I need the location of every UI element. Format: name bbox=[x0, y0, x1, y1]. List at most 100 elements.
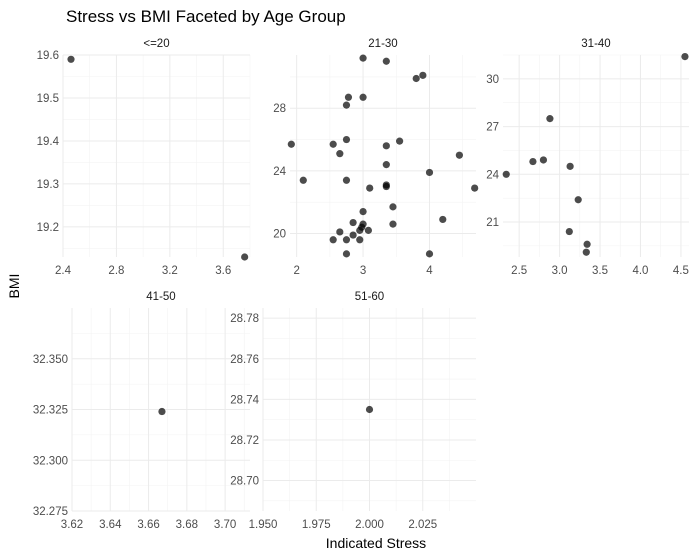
y-tick-label: 19.3 bbox=[37, 179, 59, 191]
x-tick-label: 3.6 bbox=[215, 265, 231, 277]
x-tick-label: 3 bbox=[360, 265, 366, 277]
facet-strip-label: 21-30 bbox=[368, 38, 397, 50]
data-point bbox=[565, 227, 573, 236]
x-tick-label: 3.70 bbox=[214, 519, 236, 531]
x-tick-label: 4.5 bbox=[673, 265, 689, 277]
data-point bbox=[502, 170, 510, 178]
data-point bbox=[382, 161, 390, 169]
x-tick-label: 3.0 bbox=[552, 265, 568, 277]
data-point bbox=[566, 162, 574, 170]
facet-panel: 2.4 2.8 3.2 3.6 19.2 19.3 19.4 19.5 19.6 <=20 bbox=[37, 38, 251, 277]
y-tick-label: 24 bbox=[273, 166, 286, 178]
y-tick-label: 32.300 bbox=[33, 455, 68, 467]
data-point bbox=[344, 93, 353, 101]
data-point bbox=[349, 218, 357, 227]
data-point bbox=[356, 236, 364, 244]
x-tick-label: 3.66 bbox=[137, 519, 159, 531]
x-tick-label: 2.8 bbox=[108, 265, 124, 277]
data-point bbox=[342, 250, 351, 258]
data-point bbox=[546, 115, 554, 123]
y-tick-label: 28.76 bbox=[230, 354, 259, 366]
data-point bbox=[241, 253, 249, 261]
facet-strip-label: 31-40 bbox=[581, 38, 610, 50]
y-tick-label: 19.6 bbox=[37, 50, 59, 62]
y-tick-label: 30 bbox=[486, 74, 499, 86]
data-point bbox=[412, 74, 420, 83]
data-point bbox=[329, 236, 337, 244]
data-point bbox=[425, 250, 434, 258]
data-point bbox=[342, 176, 351, 184]
data-point bbox=[419, 71, 427, 79]
x-tick-label: 3.64 bbox=[99, 519, 122, 531]
x-tick-label: 4 bbox=[426, 265, 433, 277]
x-tick-label: 4.0 bbox=[632, 265, 648, 277]
x-tick-label: 3.68 bbox=[176, 519, 198, 531]
y-tick-label: 19.4 bbox=[37, 136, 60, 148]
data-point bbox=[158, 407, 166, 416]
data-point bbox=[336, 150, 344, 158]
y-tick-label: 28.74 bbox=[230, 394, 259, 406]
data-point bbox=[359, 54, 367, 62]
x-tick-label: 2 bbox=[293, 265, 299, 277]
facet-panel: 3.62 3.64 3.66 3.68 3.70 32.275 32.300 32.325 32… bbox=[33, 291, 250, 531]
y-tick-label: 28.78 bbox=[230, 313, 259, 325]
data-point bbox=[471, 184, 479, 192]
chart-title: Stress vs BMI Faceted by Age Group bbox=[66, 7, 346, 26]
y-tick-label: 19.5 bbox=[37, 93, 59, 105]
data-point bbox=[396, 137, 404, 145]
data-point bbox=[329, 140, 337, 148]
data-point bbox=[382, 181, 390, 189]
y-tick-label: 24 bbox=[486, 169, 499, 181]
data-point bbox=[366, 184, 374, 192]
data-point bbox=[425, 168, 434, 177]
data-point bbox=[359, 93, 367, 101]
y-tick-label: 27 bbox=[486, 122, 499, 134]
y-tick-label: 32.350 bbox=[33, 354, 68, 366]
y-tick-label: 20 bbox=[273, 229, 286, 241]
facets: 2.4 2.8 3.2 3.619.219.319.419.519.6<=202 3 42… bbox=[33, 38, 689, 531]
data-point bbox=[342, 236, 351, 244]
data-point bbox=[365, 405, 374, 414]
y-tick-label: 32.325 bbox=[33, 405, 68, 417]
data-point bbox=[539, 156, 548, 164]
y-tick-label: 21 bbox=[486, 217, 499, 229]
x-tick-label: 1.950 bbox=[249, 519, 278, 531]
data-point bbox=[583, 240, 591, 248]
data-point bbox=[359, 207, 367, 216]
data-point bbox=[439, 215, 447, 224]
data-point bbox=[382, 57, 390, 65]
x-tick-label: 2.025 bbox=[408, 519, 437, 531]
y-tick-label: 28 bbox=[273, 103, 286, 115]
data-point bbox=[364, 226, 372, 234]
x-tick-label: 2.5 bbox=[511, 265, 527, 277]
data-point bbox=[389, 220, 397, 228]
y-tick-label: 19.2 bbox=[37, 222, 59, 234]
x-tick-label: 3.2 bbox=[162, 265, 178, 277]
facet-strip-label: 51-60 bbox=[355, 291, 384, 303]
facet-panel: 2.5 3.0 3.5 4.0 4.5 21 24 27 30 31-40 bbox=[486, 38, 689, 277]
x-tick-label: 2.4 bbox=[55, 265, 72, 277]
x-axis-title: Indicated Stress bbox=[326, 535, 426, 551]
x-tick-label: 1.975 bbox=[302, 519, 331, 531]
y-axis-title: BMI bbox=[6, 274, 22, 299]
data-point bbox=[574, 196, 582, 204]
data-point bbox=[67, 55, 75, 63]
y-tick-label: 32.275 bbox=[33, 506, 68, 518]
data-point bbox=[342, 101, 351, 109]
facet-panel: 1.950 1.975 2.000 2.025 28.70 28.72 28.74 28.76… bbox=[230, 291, 476, 531]
data-point bbox=[389, 203, 397, 211]
data-point bbox=[342, 135, 351, 144]
x-tick-label: 3.62 bbox=[61, 519, 83, 531]
x-tick-label: 3.5 bbox=[592, 265, 608, 277]
y-tick-label: 28.70 bbox=[230, 476, 259, 488]
data-point bbox=[455, 151, 463, 159]
data-point bbox=[681, 52, 689, 61]
data-point bbox=[299, 176, 307, 184]
data-point bbox=[349, 231, 357, 239]
data-point bbox=[529, 157, 537, 166]
data-point bbox=[287, 140, 295, 148]
facet-strip-label: <=20 bbox=[143, 38, 169, 50]
y-tick-label: 28.72 bbox=[230, 435, 259, 447]
facet-panel: 2 3 4 20 24 28 21-30 bbox=[273, 38, 479, 277]
